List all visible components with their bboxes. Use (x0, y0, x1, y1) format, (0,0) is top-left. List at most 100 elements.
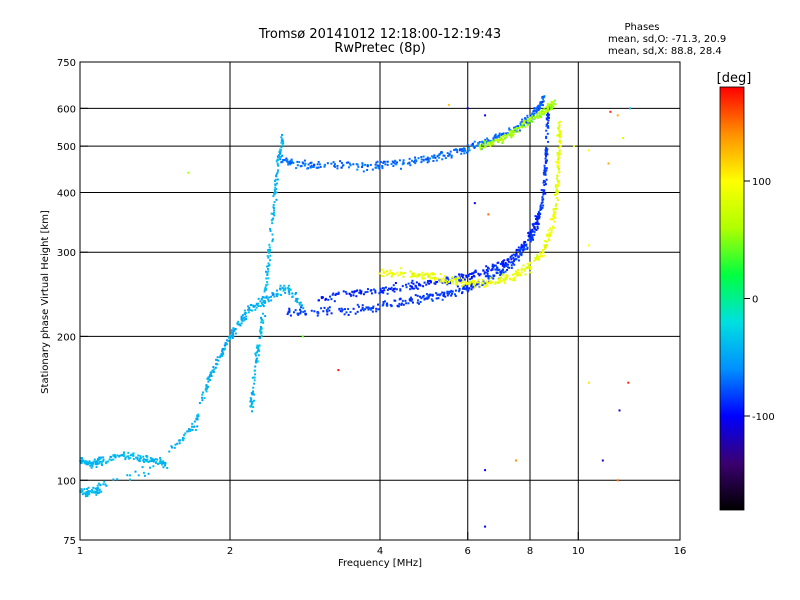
trace-echo-point (258, 344, 261, 347)
trace-echo-point (291, 292, 294, 295)
trace-echo-point (460, 275, 463, 278)
trace-echo-point (484, 275, 487, 278)
trace-echo-point (349, 164, 352, 167)
trace-echo-point (467, 288, 470, 291)
trace-echo-point (326, 313, 329, 316)
trace-echo-point (535, 221, 538, 224)
trace-echo-point (220, 352, 223, 355)
trace-echo-point (521, 118, 524, 121)
trace-echo-point (537, 109, 540, 112)
trace-echo-point (370, 292, 373, 295)
trace-echo-point (557, 156, 560, 159)
trace-echo-point (540, 202, 543, 205)
trace-echo-point (366, 290, 369, 293)
trace-echo-point (485, 265, 488, 268)
trace-echo-point (555, 161, 558, 164)
trace-echo-point (215, 362, 218, 365)
trace-echo-point (460, 284, 463, 287)
trace-echo-point (273, 190, 276, 193)
trace-echo-point (386, 304, 389, 307)
trace-echo-point (549, 106, 552, 109)
trace-echo-point (294, 309, 297, 312)
trace-echo-point (191, 422, 194, 425)
echo-point (301, 335, 304, 338)
trace-echo-point (94, 487, 97, 490)
trace-echo-point (411, 298, 414, 301)
trace-echo-point (379, 289, 382, 292)
trace-echo-point (262, 300, 265, 303)
trace-echo-point (542, 96, 545, 99)
trace-echo-point (548, 104, 551, 107)
trace-echo-point (523, 248, 526, 251)
trace-echo-point (100, 490, 103, 493)
echo-point (601, 459, 604, 462)
trace-echo-point (431, 294, 434, 297)
trace-echo-point (446, 290, 449, 293)
trace-echo-point (493, 135, 496, 138)
trace-echo-point (288, 291, 291, 294)
trace-echo-point (468, 283, 471, 286)
trace-echo-point (455, 283, 458, 286)
trace-echo-point (124, 458, 127, 461)
trace-echo-point (478, 285, 481, 288)
trace-echo-point (212, 366, 215, 369)
trace-echo-point (328, 306, 331, 309)
echo-point (466, 107, 469, 110)
trace-echo-point (508, 134, 511, 137)
trace-echo-point (525, 243, 528, 246)
trace-echo-point (545, 147, 548, 150)
trace-echo-point (80, 457, 83, 460)
trace-echo-point (515, 125, 518, 128)
trace-echo-point (487, 267, 490, 270)
trace-echo-point (343, 313, 346, 316)
trace-echo-point (546, 112, 549, 115)
y-axis-label: Stationary phase Virtual Height [km] (40, 210, 51, 394)
trace-echo-point (515, 248, 518, 251)
trace-echo-point (544, 245, 547, 248)
trace-echo-point (193, 425, 196, 428)
trace-echo-point (526, 119, 529, 122)
trace-echo-point (527, 265, 530, 268)
trace-echo-point (522, 247, 525, 250)
trace-echo-point (547, 140, 550, 143)
trace-echo-point (340, 161, 343, 164)
trace-echo-point (450, 154, 453, 157)
trace-echo-point (519, 252, 522, 255)
trace-echo-point (557, 152, 560, 155)
trace-echo-point (433, 155, 436, 158)
trace-echo-point (543, 112, 546, 115)
trace-echo-point (406, 162, 409, 165)
trace-echo-point (423, 297, 426, 300)
trace-echo-point (286, 159, 289, 162)
trace-echo-point (544, 170, 547, 173)
trace-echo-point (109, 456, 112, 459)
trace-echo-point (247, 305, 250, 308)
trace-echo-point (528, 123, 531, 126)
trace-echo-point (272, 195, 275, 198)
trace-echo-point (288, 309, 291, 312)
trace-echo-point (164, 464, 167, 467)
trace-echo-point (86, 462, 89, 465)
trace-echo-point (483, 271, 486, 274)
y-tick-label: 750 (57, 58, 76, 69)
trace-echo-point (526, 116, 529, 119)
trace-echo-point (556, 152, 559, 155)
trace-echo-point (373, 288, 376, 291)
echo-point (587, 381, 590, 384)
trace-echo-point (542, 97, 545, 100)
trace-echo-point (86, 463, 89, 466)
trace-echo-point (507, 260, 510, 263)
trace-echo-point (83, 460, 86, 463)
trace-echo-point (434, 156, 437, 159)
trace-echo-point (414, 156, 417, 159)
trace-echo-point (531, 236, 534, 239)
trace-echo-point (549, 233, 552, 236)
trace-echo-point (556, 154, 559, 157)
trace-echo-point (513, 263, 516, 266)
trace-echo-point (401, 163, 404, 166)
trace-echo-point (451, 292, 454, 295)
trace-echo-point (259, 332, 262, 335)
trace-echo-point (419, 295, 422, 298)
trace-echo-point (110, 459, 113, 462)
trace-echo-point (501, 269, 504, 272)
